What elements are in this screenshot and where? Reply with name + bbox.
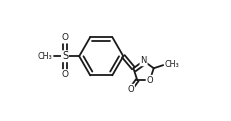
Text: CH₃: CH₃ (164, 60, 179, 69)
Text: CH₃: CH₃ (38, 52, 53, 61)
Text: O: O (146, 76, 153, 85)
Text: O: O (61, 70, 68, 79)
Text: N: N (140, 56, 147, 65)
Text: O: O (128, 85, 134, 94)
Text: O: O (61, 33, 68, 42)
Text: S: S (62, 51, 68, 61)
